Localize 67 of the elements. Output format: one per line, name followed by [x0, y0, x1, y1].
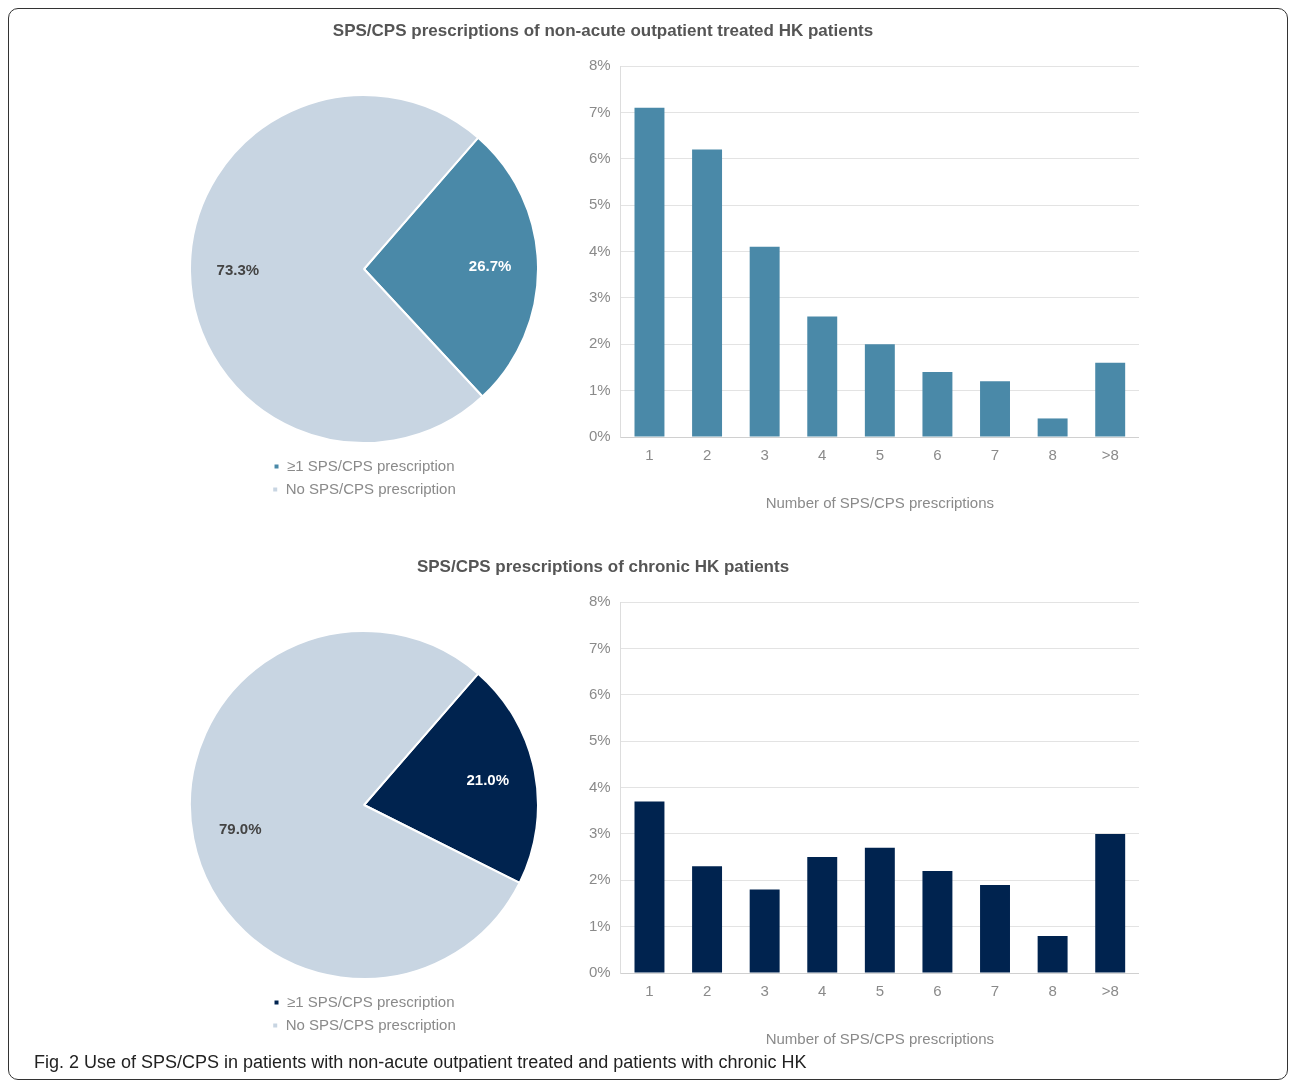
- bar: [980, 884, 1010, 973]
- bar: [1095, 833, 1126, 973]
- bar: [634, 107, 665, 437]
- y-tick-label: 7%: [588, 638, 611, 656]
- x-tick-label: 1: [645, 446, 654, 464]
- legend-label: No SPS/CPS prescription: [285, 1015, 456, 1033]
- y-tick-label: 4%: [588, 777, 611, 795]
- y-tick-label: 2%: [588, 334, 611, 352]
- y-tick-label: 2%: [588, 870, 611, 888]
- x-tick-label: 8: [1048, 982, 1057, 1000]
- bar: [749, 246, 780, 437]
- data-label: 21.0%: [466, 770, 510, 788]
- bar: [807, 316, 838, 437]
- bar: [692, 866, 723, 973]
- bar: [864, 344, 895, 437]
- y-tick-label: 0%: [588, 427, 611, 445]
- x-tick-label: >8: [1101, 446, 1119, 464]
- data-label: 26.7%: [468, 257, 512, 275]
- legend-label: No SPS/CPS prescription: [285, 479, 456, 497]
- y-tick-label: 7%: [588, 102, 611, 120]
- x-tick-label: 2: [702, 982, 712, 1000]
- y-tick-label: 1%: [588, 380, 611, 398]
- x-tick-label: 7: [990, 446, 1000, 464]
- y-tick-label: 3%: [588, 288, 611, 306]
- bar: [1037, 418, 1068, 437]
- x-tick-label: 6: [933, 982, 942, 1000]
- x-tick-label: >8: [1101, 982, 1119, 1000]
- x-axis-title: Number of SPS/CPS prescriptions: [765, 494, 995, 512]
- text: SPS/CPS prescriptions of non-acute outpatient treated HK patients: [331, 20, 875, 42]
- bar: [1037, 935, 1068, 973]
- legend-label: ≥1 SPS/CPS prescription: [287, 456, 455, 474]
- x-tick-label: 3: [760, 446, 769, 464]
- x-tick-label: 8: [1048, 446, 1057, 464]
- bar: [980, 381, 1010, 437]
- x-tick-label: 1: [645, 982, 654, 1000]
- bar: [922, 372, 953, 437]
- y-tick-label: 5%: [588, 731, 611, 749]
- x-tick-label: 2: [702, 446, 712, 464]
- text: SPS/CPS prescriptions of chronic HK patients: [415, 556, 791, 578]
- bar: [1095, 362, 1126, 437]
- bar: [807, 857, 838, 973]
- bar: [749, 889, 780, 973]
- x-tick-label: 6: [933, 446, 942, 464]
- y-tick-label: 5%: [588, 195, 611, 213]
- x-tick-label: 4: [818, 446, 827, 464]
- bar: [692, 149, 723, 437]
- bar: [634, 801, 665, 973]
- y-tick-label: 0%: [588, 963, 611, 981]
- bar: [864, 847, 895, 973]
- x-axis-title: Number of SPS/CPS prescriptions: [765, 1030, 995, 1048]
- x-tick-label: 5: [875, 446, 885, 464]
- y-tick-label: 3%: [588, 824, 611, 842]
- caption: Fig. 2 Use of SPS/CPS in patients with non-acute outpatient treated and patients with chronic HK: [34, 1052, 807, 1073]
- y-tick-label: 1%: [588, 916, 611, 934]
- y-tick-label: 4%: [588, 241, 611, 259]
- x-tick-label: 7: [990, 982, 1000, 1000]
- y-tick-label: 8%: [588, 592, 611, 610]
- data-label: 73.3%: [216, 261, 260, 279]
- data-label: 79.0%: [218, 819, 262, 837]
- y-tick-label: 8%: [588, 56, 611, 74]
- legend-label: ≥1 SPS/CPS prescription: [287, 992, 455, 1010]
- x-tick-label: 4: [818, 982, 827, 1000]
- y-tick-label: 6%: [588, 684, 611, 702]
- y-tick-label: 6%: [588, 148, 611, 166]
- x-tick-label: 5: [875, 982, 885, 1000]
- bar: [922, 870, 953, 973]
- x-tick-label: 3: [760, 982, 769, 1000]
